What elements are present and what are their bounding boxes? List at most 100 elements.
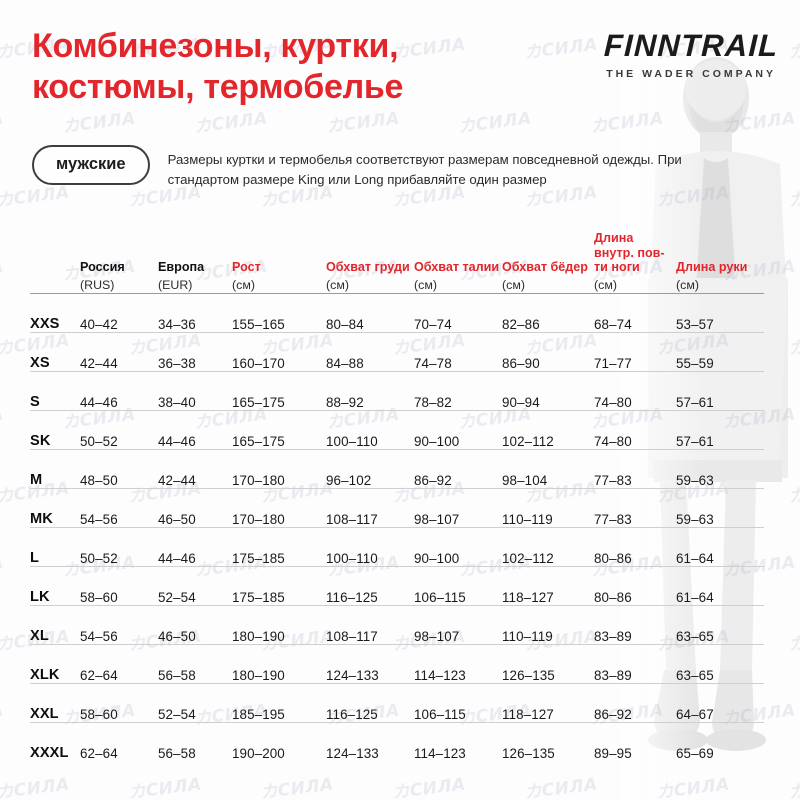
cell-waist: 70–74 [414,316,452,332]
column-header-label: Обхват бёдер [502,260,588,275]
cell-inseam: 80–86 [594,550,632,566]
size-label-cell: XL [30,627,49,644]
watermark-text: カСИЛА [0,108,5,138]
cell-chest: 124–133 [326,746,379,761]
cell-arm: 57–61 [676,433,714,449]
cell-rus: 58–60 [80,589,118,605]
watermark-text: カСИЛА [787,34,800,64]
title-line-1: Комбинезоны, куртки, [32,27,399,65]
cell-chest: 116–125 [326,589,378,605]
cell-hip: 126–135 [502,667,555,683]
cell-inseam: 80–86 [594,589,632,605]
watermark-text: カСИЛА [787,478,800,508]
cell-inseam: 77–83 [594,472,632,488]
size-label-cell: MK [30,510,53,527]
watermark-text: カСИЛА [655,774,731,800]
cell-inseam: 71–77 [594,355,632,371]
column-header-unit: (RUS) [80,278,115,292]
cell-eur: 46–50 [158,628,196,644]
cell-chest: 84–88 [326,355,364,371]
size-table-wrapper: Россия (RUS) Европа (EUR) Рост (см) Обхват гру… [30,205,764,761]
cell-chest: 100–110 [326,433,378,449]
cell-hip: 82–86 [502,316,540,332]
column-header-unit: (см) [232,278,255,292]
column-header-label: Длина внутр. пов-ти ноги [594,230,665,275]
cell-waist: 74–78 [414,355,452,371]
cell-rost: 175–185 [232,550,285,566]
cell-eur: 52–54 [158,589,196,605]
column-header-waist: Обхват талии (см) [414,205,502,293]
cell-arm: 65–69 [676,746,714,761]
column-header-unit: (см) [326,278,349,292]
table-row: SK 50–52 44–46 165–175 100–110 90–100 102–112 7… [30,410,764,449]
cell-eur: 44–46 [158,433,196,449]
cell-rost: 180–190 [232,667,285,683]
cell-eur: 34–36 [158,316,196,332]
column-header-label: Европа [158,260,205,275]
table-row: XS 42–44 36–38 160–170 84–88 74–78 86–90 71–77 5… [30,332,764,371]
size-label-cell: XXL [30,705,59,722]
cell-waist: 106–115 [414,589,466,605]
cell-inseam: 74–80 [594,394,632,410]
cell-hip: 98–104 [502,472,548,488]
cell-rost: 175–185 [232,589,285,605]
table-row: XXL 58–60 52–54 185–195 116–125 106–115 118–12… [30,683,764,722]
cell-arm: 59–63 [676,511,714,527]
cell-arm: 57–61 [676,394,714,410]
column-header-unit: (см) [414,278,437,292]
table-row: XL 54–56 46–50 180–190 108–117 98–107 110–119 8… [30,605,764,644]
watermark-text: カСИЛА [0,256,5,286]
brand-name: FINNTRAIL [603,28,779,63]
cell-arm: 53–57 [676,316,714,332]
watermark-text: カСИЛА [787,774,800,800]
cell-rost: 190–200 [232,746,285,761]
size-table: Россия (RUS) Европа (EUR) Рост (см) Обхват гру… [30,205,764,761]
watermark-text: カСИЛА [391,774,467,800]
cell-arm: 61–64 [676,589,714,605]
table-header-row: Россия (RUS) Европа (EUR) Рост (см) Обхват гру… [30,205,764,293]
table-row: XLK 62–64 56–58 180–190 124–133 114–123 126–13… [30,644,764,683]
cell-arm: 55–59 [676,355,714,371]
watermark-text: カСИЛА [589,108,665,138]
cell-inseam: 86–92 [594,706,632,722]
table-row: S 44–46 38–40 165–175 88–92 78–82 90–94 74–80 57… [30,371,764,410]
cell-arm: 59–63 [676,472,714,488]
cell-hip: 110–119 [502,511,553,527]
cell-rost: 160–170 [232,355,285,371]
cell-eur: 38–40 [158,394,196,410]
cell-rus: 40–42 [80,316,118,332]
brand-logo: FINNTRAIL THE WADER COMPANY [603,28,779,80]
column-header-chest: Обхват груди (см) [326,205,414,293]
watermark-text: カСИЛА [0,552,5,582]
cell-chest: 116–125 [326,706,378,722]
table-row: MK 54–56 46–50 170–180 108–117 98–107 110–119 7… [30,488,764,527]
column-header-unit: (см) [502,278,525,292]
cell-arm: 61–64 [676,550,714,566]
column-header-label: Обхват талии [414,260,500,275]
cell-arm: 64–67 [676,706,714,722]
cell-chest: 100–110 [326,550,378,566]
cell-eur: 56–58 [158,746,196,761]
cell-chest: 108–117 [326,628,378,644]
table-row: M 48–50 42–44 170–180 96–102 86–92 98–104 77–83… [30,449,764,488]
watermark-text: カСИЛА [127,774,203,800]
size-label-cell: L [30,549,40,566]
column-header-rost: Рост (см) [232,205,326,293]
watermark-text: カСИЛА [787,626,800,656]
column-header-unit: (см) [676,278,699,292]
gender-filter-pill[interactable]: мужские [32,145,150,185]
size-label-cell: XS [30,354,50,371]
watermark-text: カСИЛА [523,774,599,800]
watermark-text: カСИЛА [259,774,335,800]
cell-hip: 110–119 [502,628,553,644]
cell-inseam: 89–95 [594,746,632,761]
column-header-unit: (EUR) [158,278,193,292]
cell-waist: 98–107 [414,511,460,527]
size-note-text: Размеры куртки и термобелья соответствую… [167,152,682,188]
cell-chest: 108–117 [326,511,378,527]
table-body: XXS 40–42 34–36 155–165 80–84 70–74 82–86 68–74… [30,293,764,761]
size-label-cell: S [30,393,40,410]
cell-eur: 46–50 [158,511,196,527]
column-header-hip: Обхват бёдер (см) [502,205,594,293]
